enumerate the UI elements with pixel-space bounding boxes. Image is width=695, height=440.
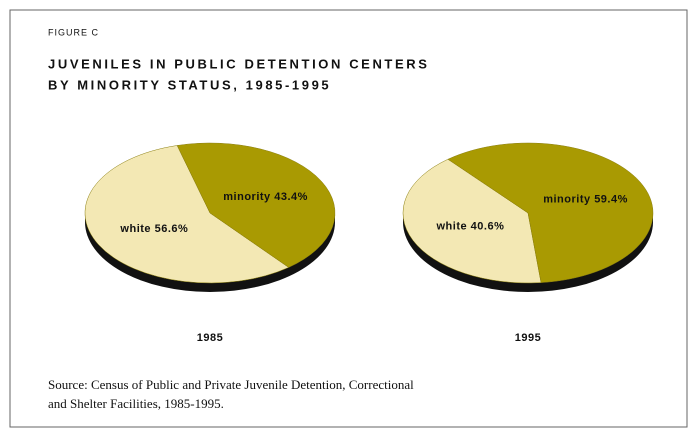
source-line: Source: Census of Public and Private Juv… (48, 377, 414, 392)
slice-label: white 56.6% (119, 223, 188, 235)
pie-title: 1995 (515, 332, 541, 344)
pie-slice (176, 142, 336, 268)
pie-title: 1985 (197, 332, 223, 344)
title-line: JUVENILES IN PUBLIC DETENTION CENTERS (48, 56, 430, 71)
slice-value-label: 40.6% (471, 221, 505, 233)
slice-category: white (119, 223, 151, 235)
pie-slice (402, 158, 542, 284)
slice-value-label: 43.4% (274, 191, 308, 203)
pie-slice (447, 142, 654, 283)
title-line: BY MINORITY STATUS, 1985-1995 (48, 77, 331, 92)
slice-label: minority 43.4% (223, 191, 308, 203)
slice-category: minority (223, 191, 271, 203)
slice-category: white (435, 221, 467, 233)
slice-label: white 40.6% (435, 221, 504, 233)
slice-label: minority 59.4% (543, 193, 628, 205)
pie-slice (84, 145, 290, 284)
figure-label: FIGURE C (48, 27, 99, 37)
source-line: and Shelter Facilities, 1985-1995. (48, 396, 224, 411)
slice-value-label: 59.4% (594, 193, 628, 205)
slice-value-label: 56.6% (155, 223, 189, 235)
slice-category: minority (543, 193, 591, 205)
